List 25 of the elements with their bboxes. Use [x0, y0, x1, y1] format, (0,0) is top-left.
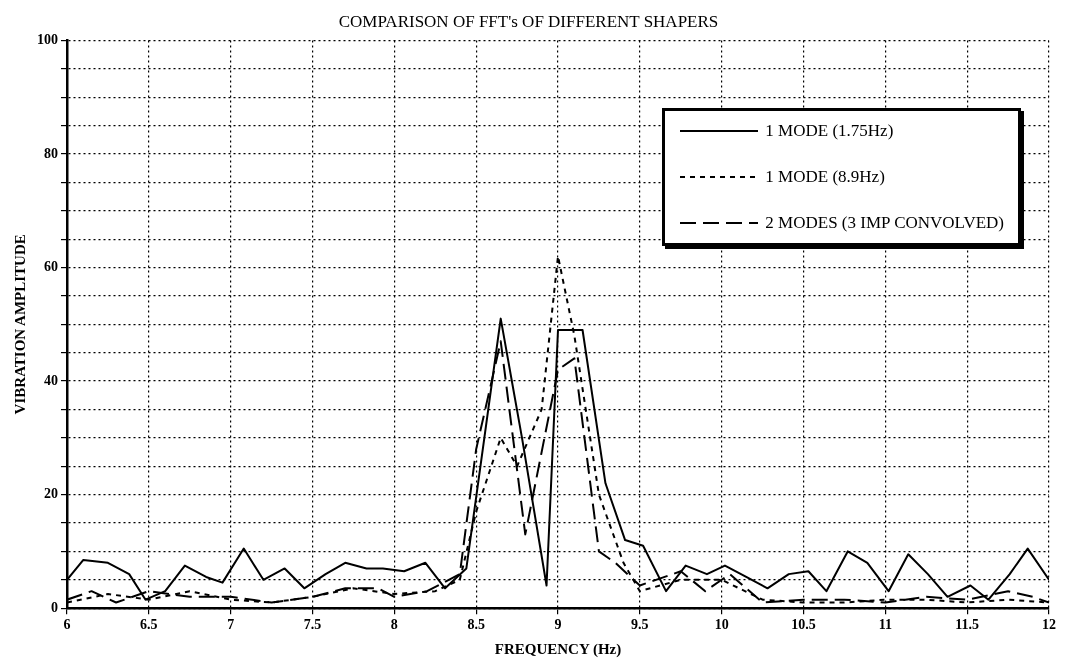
y-tick-label: 100 — [37, 32, 58, 48]
x-tick-label: 7.5 — [303, 617, 322, 633]
legend-label: 2 MODES (3 IMP CONVOLVED) — [765, 213, 1004, 233]
legend-label: 1 MODE (8.9Hz) — [765, 167, 885, 187]
x-tick-label: 11 — [878, 617, 892, 633]
x-tick-label: 6 — [63, 617, 71, 633]
x-tick-label: 8 — [390, 617, 398, 633]
x-tick-label: 8.5 — [467, 617, 485, 633]
x-axis-title: FREQUENCY (Hz) — [494, 640, 622, 658]
x-tick-label: 9 — [554, 617, 562, 633]
x-tick-label: 9.5 — [631, 617, 649, 633]
y-tick-label: 40 — [44, 372, 58, 388]
y-tick-label: 60 — [44, 259, 58, 275]
x-tick-label: 7 — [227, 617, 235, 633]
chart-title: COMPARISON OF FFT's OF DIFFERENT SHAPERS — [338, 11, 719, 31]
x-tick-label: 10.5 — [791, 617, 816, 633]
x-tick-label: 6.5 — [140, 617, 158, 633]
x-tick-label: 10 — [714, 617, 729, 633]
y-tick-label: 80 — [44, 145, 58, 161]
y-tick-label: 0 — [51, 599, 58, 615]
y-axis-title: VIBRATION AMPLITUDE — [11, 234, 28, 415]
x-tick-label: 12 — [1042, 617, 1056, 633]
y-tick-label: 20 — [44, 486, 58, 502]
legend-label: 1 MODE (1.75Hz) — [765, 121, 894, 141]
x-tick-label: 11.5 — [955, 617, 980, 633]
